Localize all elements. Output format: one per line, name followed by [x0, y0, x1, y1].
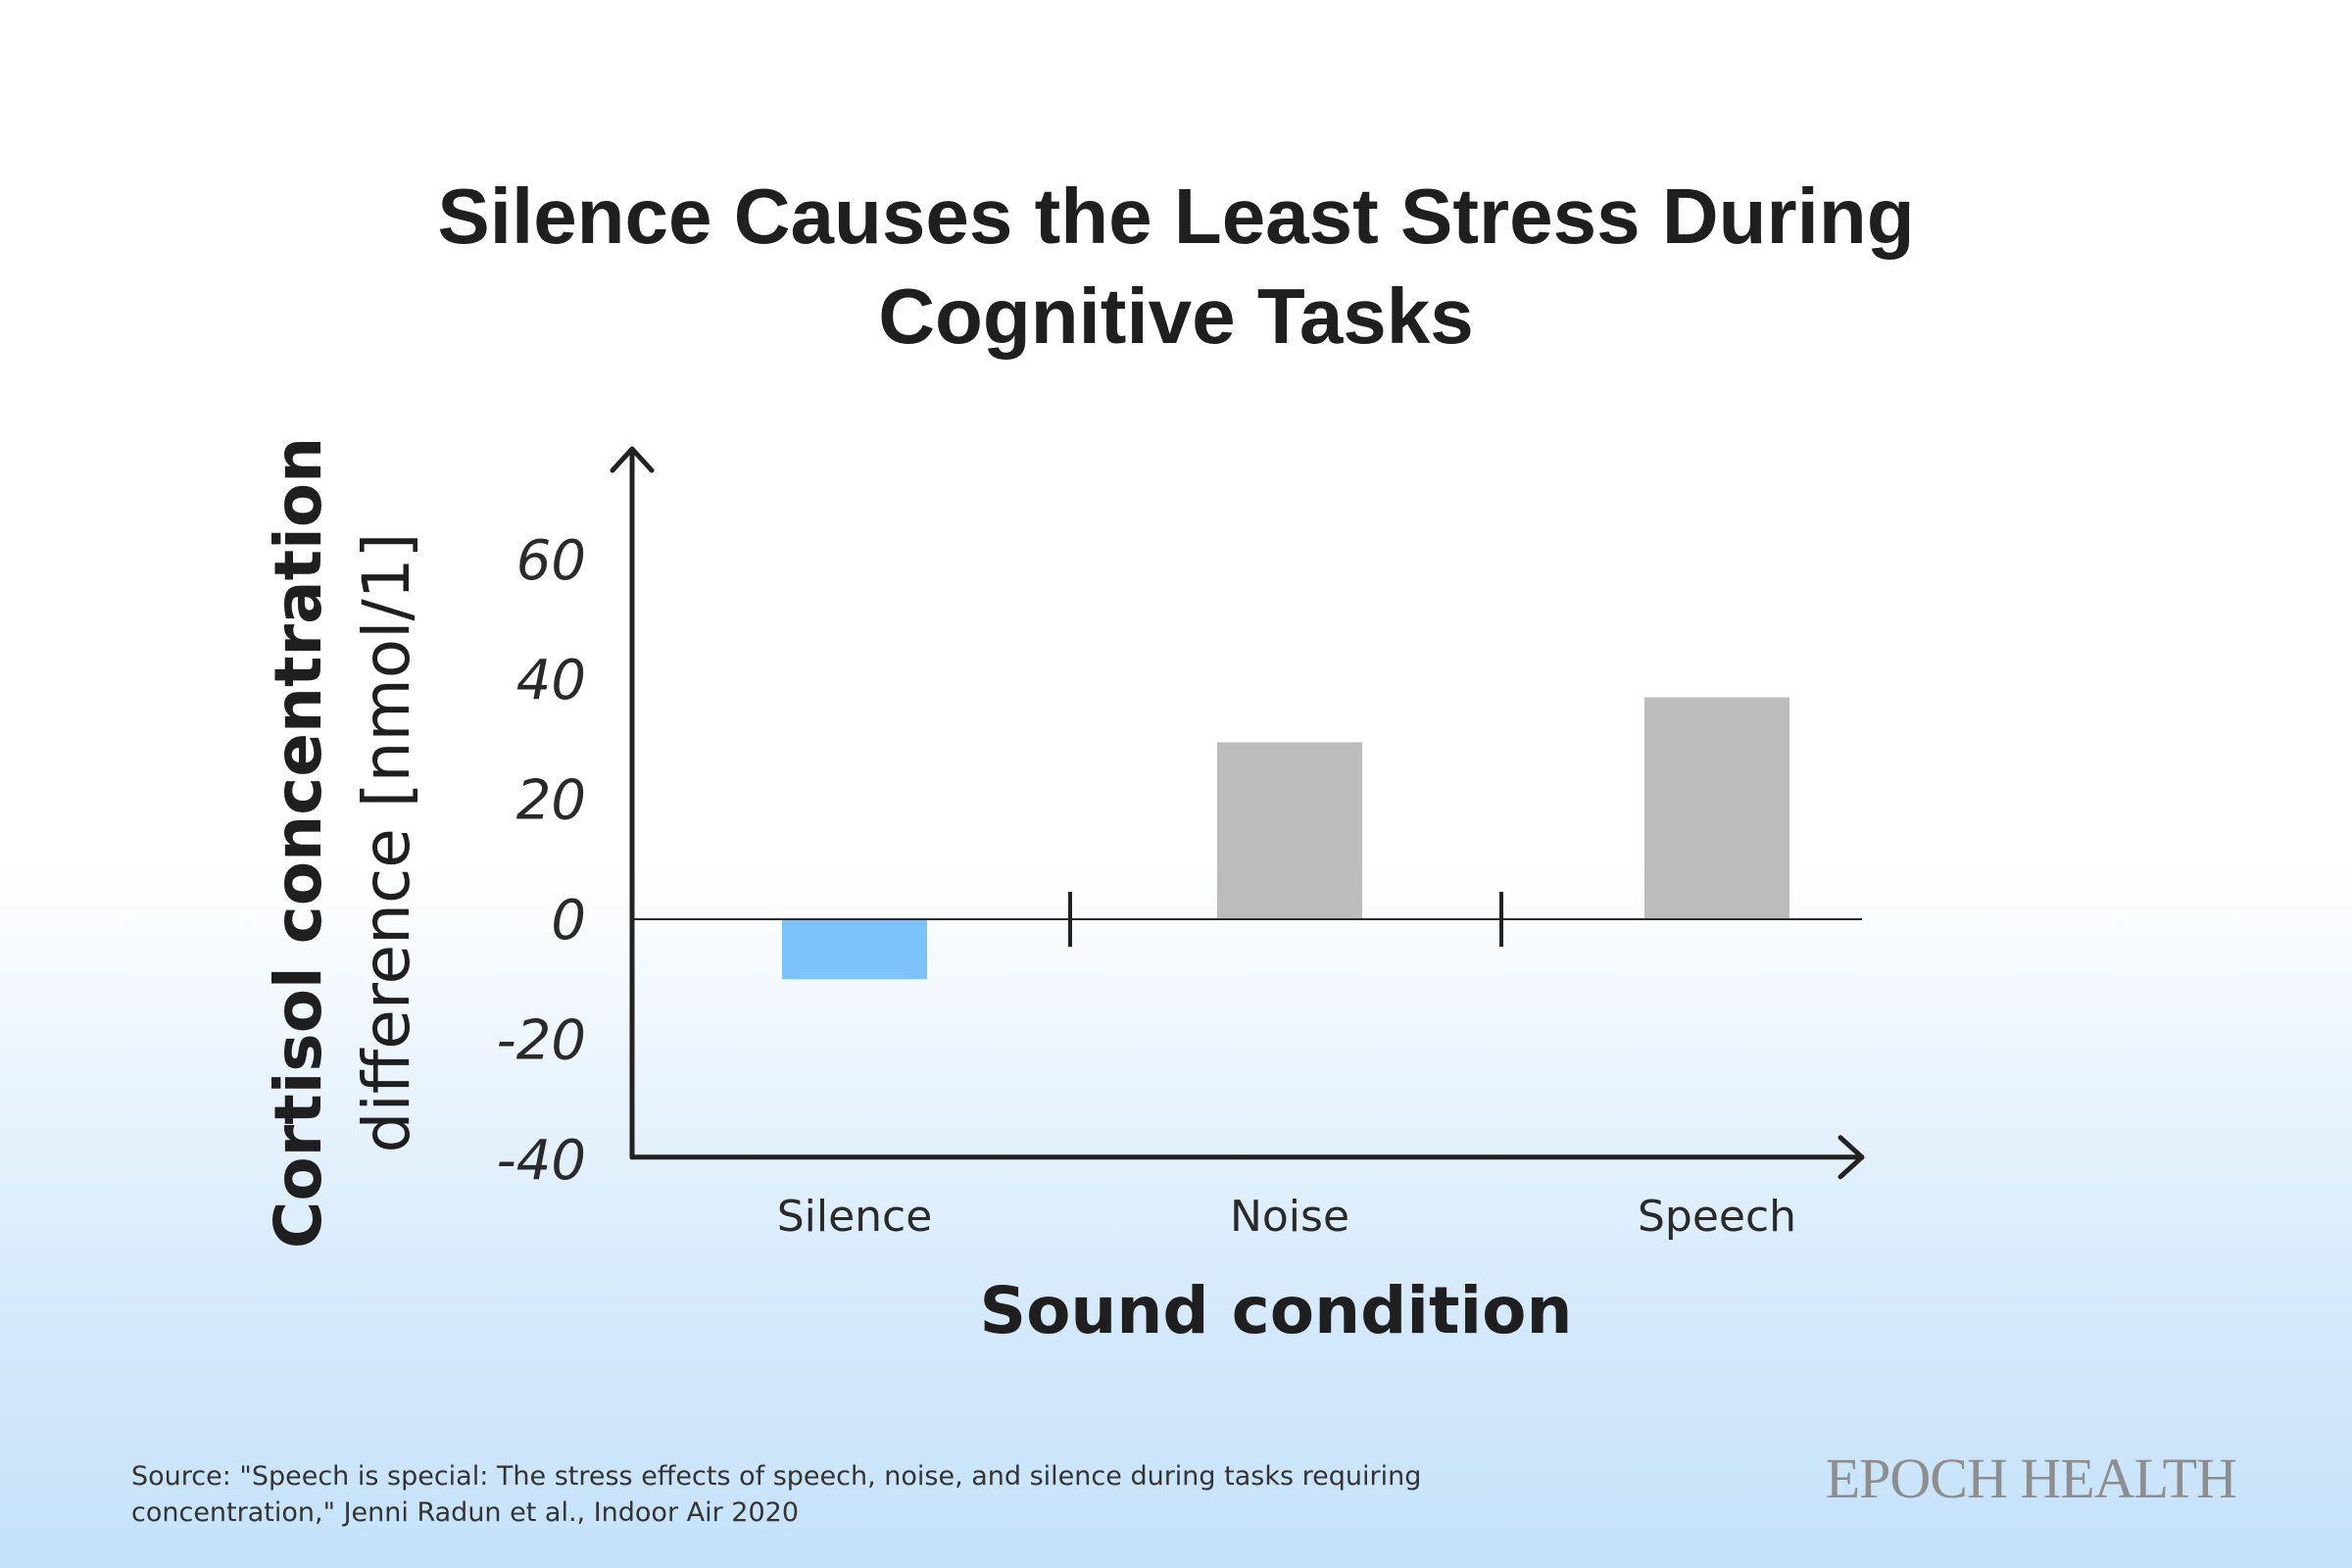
brand-logo: EPOCH HEALTH [1825, 1446, 2237, 1510]
bar-noise [1217, 742, 1362, 919]
bar-speech [1644, 697, 1789, 919]
chart-title-line-2: Cognitive Tasks [878, 272, 1474, 360]
y-tick-label: 60 [516, 529, 586, 593]
category-separators [1068, 892, 1503, 947]
y-tick-label: 0 [551, 889, 586, 953]
bar-silence [782, 919, 927, 980]
y-axis-title-line-1: Cortisol concentration [261, 437, 336, 1249]
y-axis-title-line-2: difference [nmol/1] [349, 533, 424, 1153]
y-tick-label: -20 [497, 1008, 586, 1072]
x-axis-arrow [629, 1135, 1865, 1180]
x-category-label-noise: Noise [1230, 1192, 1349, 1242]
x-category-label-speech: Speech [1638, 1192, 1796, 1242]
x-axis-title: Sound condition [980, 1273, 1573, 1348]
y-tick-label: -40 [497, 1129, 586, 1193]
y-tick-label: 20 [516, 769, 586, 833]
y-axis-arrow [610, 446, 655, 1160]
source-note: Source: "Speech is special: The stress e… [131, 1461, 1422, 1528]
y-axis-title: Cortisol concentration difference [nmol/… [261, 437, 424, 1249]
y-tick-labels: 60 40 20 0 -20 -40 [497, 529, 586, 1193]
y-tick-label: 40 [516, 649, 586, 712]
chart-title-line-1: Silence Causes the Least Stress During [437, 172, 1915, 260]
x-category-label-silence: Silence [777, 1192, 933, 1242]
x-category-labels: Silence Noise Speech [777, 1192, 1796, 1242]
chart-title: Silence Causes the Least Stress During C… [0, 167, 2352, 367]
bars-layer [782, 697, 1789, 980]
